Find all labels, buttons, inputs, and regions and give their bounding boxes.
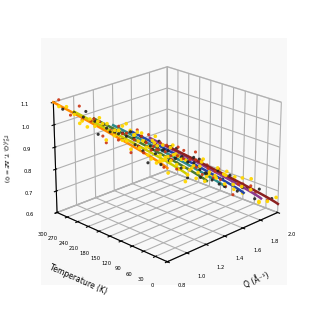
X-axis label: Q (Å⁻¹): Q (Å⁻¹) — [243, 270, 271, 290]
Y-axis label: Temperature (K): Temperature (K) — [48, 263, 108, 297]
